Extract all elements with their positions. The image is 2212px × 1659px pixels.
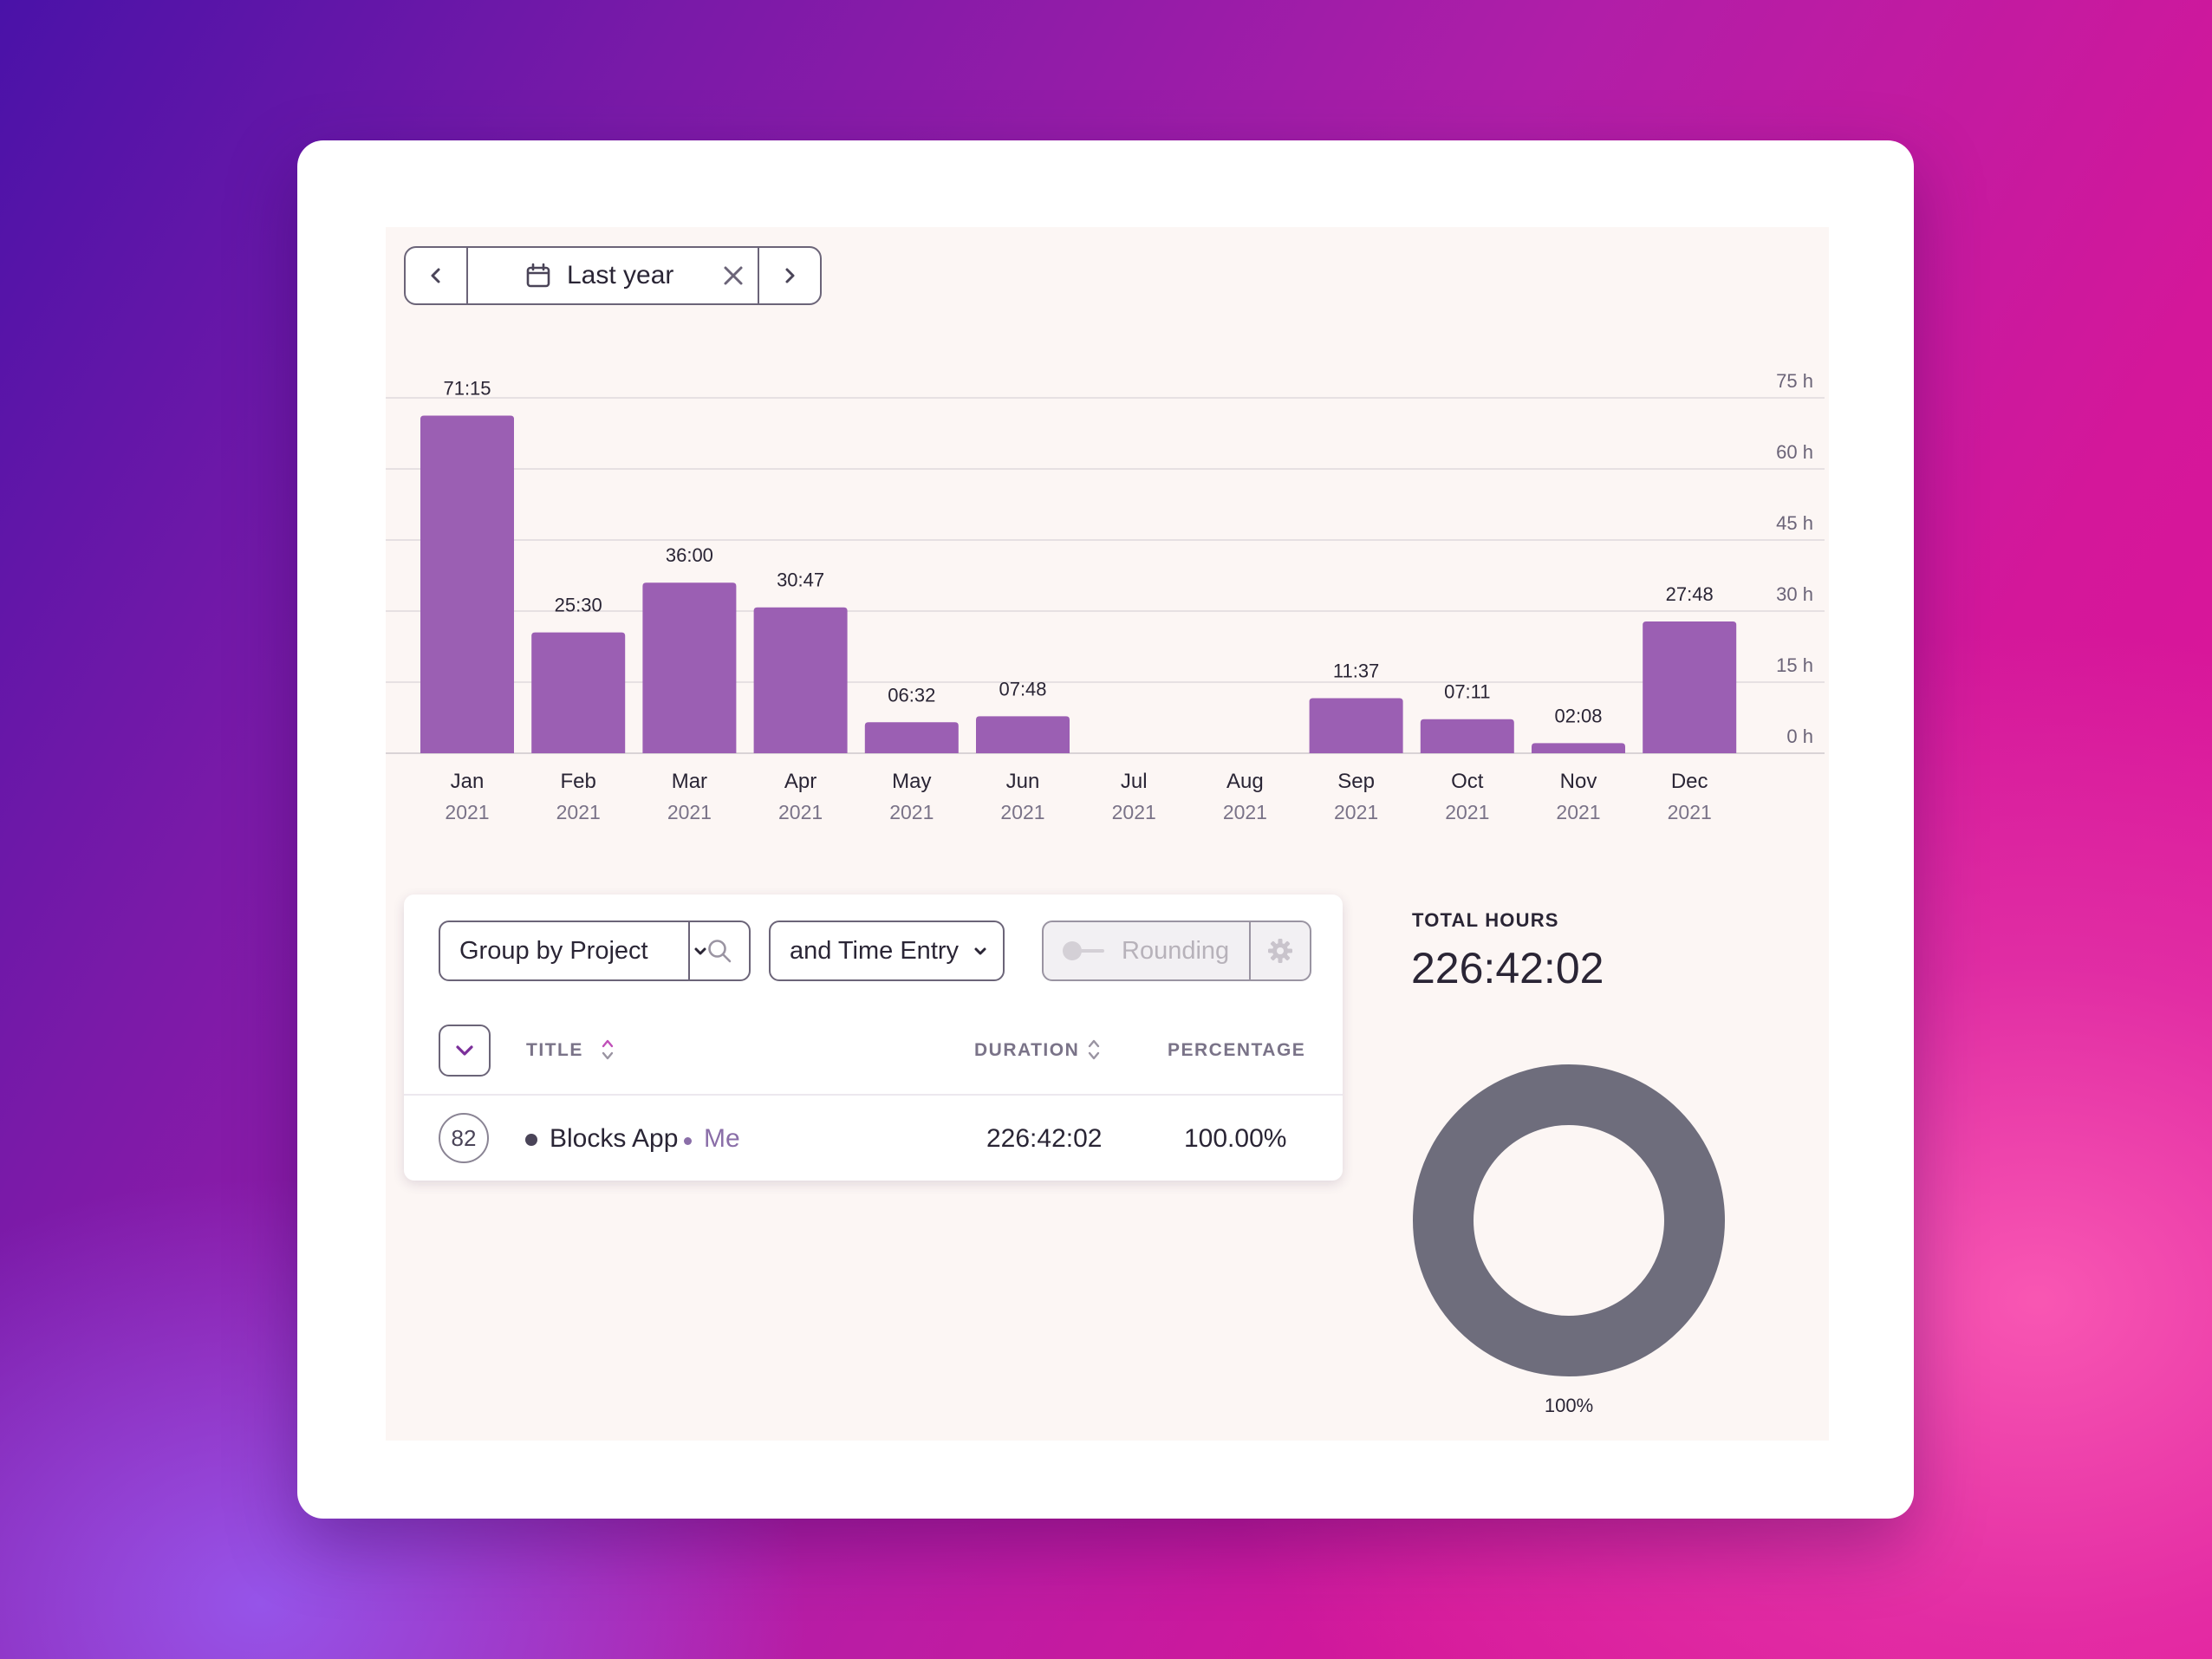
donut-ring	[1413, 1064, 1725, 1376]
sub-group-label: and Time Entry	[790, 936, 960, 965]
x-tick-year: 2021	[1445, 801, 1489, 823]
report-table-panel: Group by Project and Time Entry Rounding	[404, 895, 1343, 1181]
x-tick-year: 2021	[1112, 801, 1156, 823]
entry-count-badge[interactable]: 82	[439, 1113, 489, 1163]
x-tick-label: Feb	[561, 770, 596, 793]
x-tick-label: Nov	[1560, 770, 1597, 793]
column-duration[interactable]: DURATION	[974, 1040, 1080, 1060]
date-range-label: Last year	[567, 261, 674, 290]
chevron-right-icon	[785, 268, 795, 283]
project-user: Me	[704, 1124, 740, 1153]
x-tick-year: 2021	[1334, 801, 1378, 823]
bar	[864, 722, 959, 753]
x-tick-label: Dec	[1671, 770, 1708, 793]
chevron-down-icon	[456, 1045, 473, 1056]
bar	[642, 582, 737, 753]
date-range-selector: Last year	[404, 246, 822, 305]
header-divider	[404, 1094, 1343, 1096]
x-tick-label: Oct	[1451, 770, 1484, 793]
search-button[interactable]	[688, 922, 749, 979]
project-title: Blocks App	[550, 1124, 679, 1153]
x-tick-year: 2021	[1223, 801, 1267, 823]
bar-value-label: 06:32	[888, 684, 935, 706]
rounding-control: Rounding	[1042, 921, 1311, 981]
chevron-down-icon	[685, 940, 716, 962]
bar-value-label: 30:47	[777, 569, 824, 591]
bar-value-label: 11:37	[1333, 660, 1379, 681]
search-icon	[708, 940, 732, 963]
column-percentage[interactable]: PERCENTAGE	[1168, 1040, 1306, 1060]
group-by-label: Group by Project	[459, 936, 648, 965]
x-tick-year: 2021	[1000, 801, 1044, 823]
rounding-label: Rounding	[1122, 936, 1230, 965]
x-tick-year: 2021	[667, 801, 712, 823]
y-tick-label: 75 h	[1776, 370, 1813, 392]
bar-value-label: 71:15	[443, 378, 491, 400]
y-tick-label: 0 h	[1786, 725, 1813, 747]
bar	[753, 607, 848, 753]
y-tick-label: 15 h	[1776, 654, 1813, 676]
x-tick-year: 2021	[1668, 801, 1712, 823]
total-hours-value: 226:42:02	[1411, 944, 1604, 992]
x-tick-label: Jul	[1121, 770, 1148, 793]
table-header: TITLE DURATION PERCENTAGE	[404, 1025, 1343, 1077]
calendar-icon	[526, 263, 550, 288]
gear-icon	[1268, 939, 1292, 963]
total-hours-label: TOTAL HOURS	[1412, 909, 1559, 931]
bar	[420, 415, 514, 753]
y-tick-label: 60 h	[1776, 441, 1813, 463]
bar	[1532, 743, 1625, 753]
x-tick-year: 2021	[556, 801, 601, 823]
x-tick-year: 2021	[445, 801, 489, 823]
table-row[interactable]: 82 Blocks App Me 226:42:02 100.00%	[404, 1096, 1343, 1181]
separator-dot	[684, 1137, 692, 1145]
expand-all-button[interactable]	[439, 1025, 491, 1077]
monthly-hours-chart: 0 h 15 h 30 h 45 h 60 h 75 h 71:15 Jan 2021 25:30…	[386, 370, 1825, 823]
bar-value-label: 07:48	[999, 678, 1046, 699]
bar	[1643, 621, 1737, 753]
sort-icon[interactable]	[601, 1037, 615, 1063]
project-color-dot	[525, 1134, 537, 1146]
x-tick-label: Jun	[1006, 770, 1040, 793]
sub-group-dropdown[interactable]: and Time Entry	[769, 921, 1005, 981]
project-share-donut: 100%	[1413, 1064, 1725, 1416]
x-tick-label: Apr	[784, 770, 816, 793]
row-percentage: 100.00%	[1184, 1124, 1287, 1153]
report-content	[386, 227, 1829, 1441]
chevron-down-icon	[973, 940, 987, 962]
x-tick-year: 2021	[889, 801, 934, 823]
date-range-field[interactable]: Last year	[468, 248, 758, 303]
bar-value-label: 25:30	[555, 595, 602, 616]
y-tick-label: 45 h	[1776, 512, 1813, 534]
y-tick-label: 30 h	[1776, 583, 1813, 605]
bar-value-label: 27:48	[1666, 583, 1714, 605]
column-title[interactable]: TITLE	[526, 1040, 583, 1060]
bar	[1309, 698, 1403, 753]
bar-value-label: 36:00	[666, 544, 713, 566]
next-period-button[interactable]	[758, 248, 820, 303]
x-tick-year: 2021	[778, 801, 823, 823]
bar-value-label: 07:11	[1444, 681, 1490, 703]
x-tick-label: Sep	[1337, 770, 1375, 793]
donut-label: 100%	[1545, 1395, 1593, 1416]
x-tick-label: Jan	[451, 770, 485, 793]
x-tick-label: Aug	[1226, 770, 1264, 793]
x-tick-label: May	[892, 770, 931, 793]
close-icon[interactable]	[721, 263, 745, 288]
bar	[976, 716, 1070, 753]
x-tick-year: 2021	[1556, 801, 1600, 823]
group-by-dropdown[interactable]: Group by Project	[439, 921, 751, 981]
rounding-settings-button[interactable]	[1249, 922, 1310, 979]
sort-icon[interactable]	[1087, 1037, 1101, 1063]
chevron-left-icon	[431, 268, 440, 283]
x-tick-label: Mar	[672, 770, 707, 793]
previous-period-button[interactable]	[406, 248, 468, 303]
bar	[531, 632, 626, 753]
bar-value-label: 02:08	[1554, 705, 1602, 726]
row-duration: 226:42:02	[986, 1124, 1103, 1153]
rounding-toggle[interactable]	[1063, 941, 1104, 960]
bar	[1420, 719, 1514, 753]
